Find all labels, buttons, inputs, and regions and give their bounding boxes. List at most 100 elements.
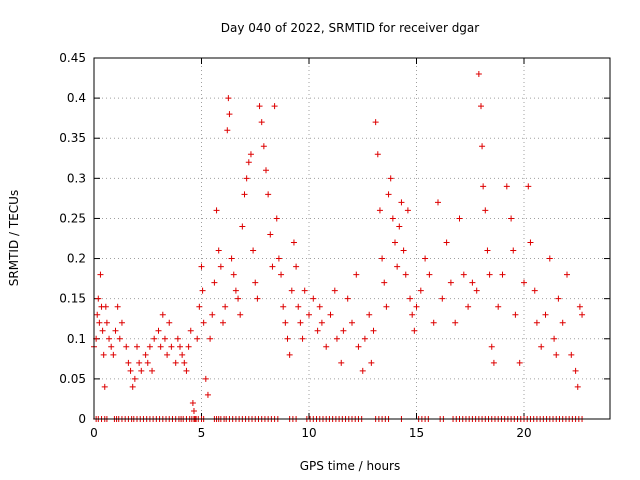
x-axis-label: GPS time / hours [300, 459, 401, 473]
data-point [411, 327, 418, 334]
x-tick-label: 0 [90, 426, 98, 440]
data-point [314, 327, 321, 334]
data-point [402, 271, 409, 278]
data-point [478, 103, 484, 110]
data-point [333, 335, 340, 342]
data-point [194, 335, 201, 342]
data-point [136, 359, 143, 366]
data-point [394, 263, 401, 270]
data-point [157, 343, 164, 350]
data-point [199, 287, 206, 294]
y-tick-label: 0.3 [67, 171, 86, 185]
data-point [488, 343, 495, 350]
data-point [239, 223, 246, 230]
data-point [355, 343, 362, 350]
data-point [280, 303, 287, 310]
data-point [228, 255, 235, 262]
data-point [482, 207, 489, 214]
data-point [486, 271, 493, 278]
data-point [452, 319, 459, 326]
data-point [430, 319, 437, 326]
data-point [256, 103, 263, 110]
data-point [503, 183, 510, 190]
data-point [172, 359, 179, 366]
data-point [189, 399, 196, 406]
data-point [359, 367, 366, 374]
data-point [331, 287, 338, 294]
data-point [469, 279, 476, 286]
data-point [217, 263, 224, 270]
data-point [531, 287, 538, 294]
data-point [237, 311, 244, 318]
data-point [273, 215, 280, 222]
data-point [260, 143, 267, 150]
y-tick-label: 0 [78, 412, 86, 426]
data-point [572, 367, 579, 374]
data-point [366, 311, 373, 318]
data-point [187, 327, 194, 334]
data-point [159, 311, 166, 318]
data-point [250, 247, 257, 254]
axis-ticks [93, 57, 610, 420]
data-point [510, 247, 517, 254]
data-point [95, 295, 102, 302]
data-point [473, 287, 480, 294]
data-point [465, 303, 472, 310]
data-point [383, 303, 390, 310]
data-point [94, 311, 101, 318]
data-point [164, 351, 171, 358]
data-point [278, 271, 285, 278]
data-point [361, 335, 368, 342]
data-point [243, 175, 250, 182]
data-point [181, 359, 188, 366]
x-tick-label: 15 [409, 426, 424, 440]
data-point [297, 319, 304, 326]
data-point [282, 319, 289, 326]
x-tick-label: 10 [301, 426, 316, 440]
data-point [284, 335, 291, 342]
data-point [546, 255, 553, 262]
data-point [527, 239, 534, 246]
data-point [435, 199, 441, 206]
data-point [271, 103, 278, 110]
data-point [149, 367, 156, 374]
data-point [564, 271, 570, 278]
data-point [198, 263, 205, 270]
data-point [368, 359, 375, 366]
data-point [508, 215, 515, 222]
data-point [125, 359, 132, 366]
data-point [533, 319, 540, 326]
data-point [551, 335, 558, 342]
data-point [495, 303, 502, 310]
data-point [396, 223, 403, 230]
data-point [559, 319, 566, 326]
data-point [110, 351, 117, 358]
data-point [400, 247, 407, 254]
y-tick-label: 0.05 [59, 372, 86, 386]
data-point [263, 167, 269, 174]
data-point [200, 319, 207, 326]
data-point [142, 351, 149, 358]
y-tick-label: 0.1 [67, 332, 86, 346]
data-point [475, 71, 482, 78]
data-point [213, 207, 220, 214]
data-point [316, 303, 323, 310]
data-point [293, 263, 300, 270]
data-point [376, 207, 383, 214]
data-point [344, 295, 351, 302]
data-point [222, 303, 229, 310]
y-tick-labels: 0 0.05 0.1 0.15 0.2 0.25 0.3 0.35 0.4 0.45 [59, 51, 86, 426]
data-point [100, 351, 107, 358]
data-point [456, 215, 463, 222]
data-point [290, 239, 297, 246]
data-point [258, 119, 265, 126]
data-point [385, 191, 392, 198]
data-point [353, 271, 360, 278]
data-point [220, 319, 226, 326]
data-point [151, 335, 158, 342]
data-point [301, 287, 308, 294]
grid-lines [94, 58, 610, 419]
data-point [215, 247, 222, 254]
data-point [499, 271, 506, 278]
data-point [245, 159, 252, 166]
